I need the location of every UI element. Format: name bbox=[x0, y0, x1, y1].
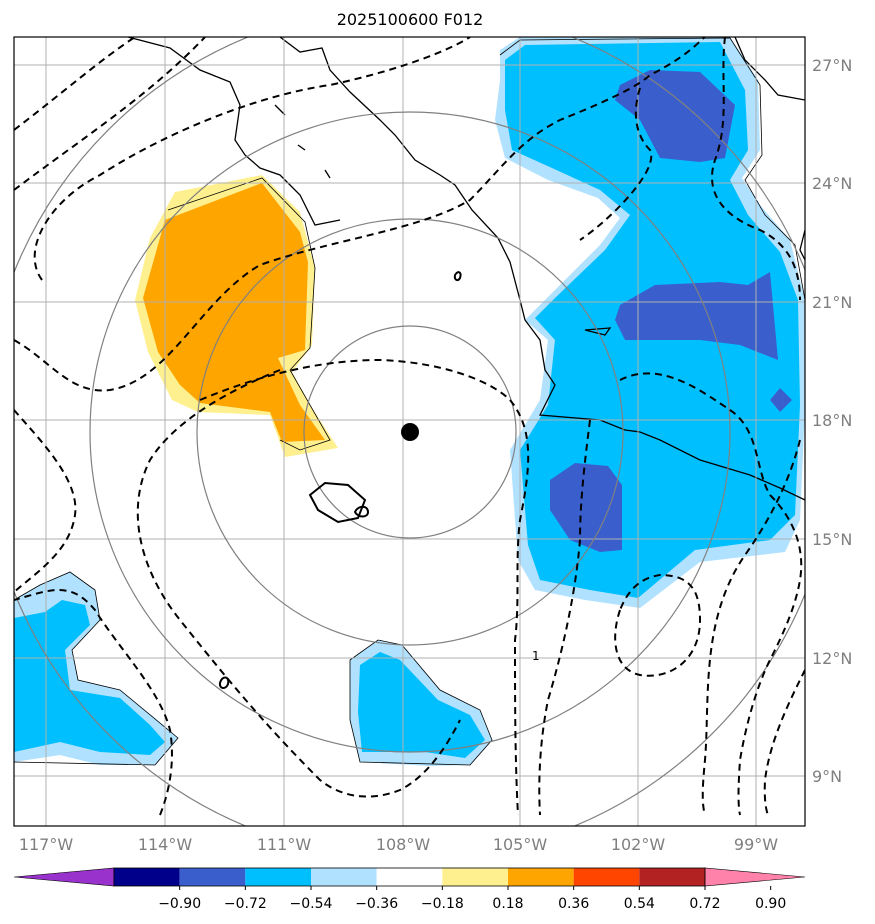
colorbar-label: 0.54 bbox=[624, 896, 655, 912]
contour-label: 1 bbox=[532, 649, 540, 663]
lat-label: 27°N bbox=[812, 56, 852, 75]
colorbar-label: 0.72 bbox=[689, 896, 720, 912]
lat-label: 12°N bbox=[812, 649, 852, 668]
negative-anomaly-region-east bbox=[495, 37, 805, 608]
colorbar-swatch bbox=[311, 868, 377, 886]
colorbar-extension-high bbox=[704, 867, 806, 887]
colorbar-swatch bbox=[114, 868, 180, 886]
colorbar-swatch bbox=[179, 868, 246, 886]
colorbar-swatch bbox=[245, 868, 311, 886]
lat-label: 9°N bbox=[812, 767, 842, 786]
lon-label: 117°W bbox=[19, 835, 74, 854]
colorbar-extension-low bbox=[13, 867, 115, 887]
storm-center-marker bbox=[401, 423, 419, 441]
lon-label: 105°W bbox=[493, 835, 548, 854]
colorbar-label: 0.90 bbox=[755, 896, 786, 912]
solid-contours bbox=[218, 271, 462, 689]
colorbar-swatch bbox=[639, 868, 705, 886]
colorbar-label: −0.36 bbox=[355, 896, 398, 912]
latitude-labels: 27°N 24°N 21°N 18°N 15°N 12°N 9°N bbox=[812, 56, 852, 786]
colorbar-swatch bbox=[573, 868, 640, 886]
longitude-labels: 117°W 114°W 111°W 108°W 105°W 102°W 99°W bbox=[19, 835, 778, 854]
lat-label: 15°N bbox=[812, 530, 852, 549]
colorbar-label: −0.54 bbox=[290, 896, 333, 912]
lon-label: 111°W bbox=[257, 835, 312, 854]
colorbar-swatch bbox=[508, 868, 574, 886]
map-area: 1 bbox=[14, 37, 805, 826]
map-frame bbox=[13, 36, 806, 827]
colorbar-label: 0.36 bbox=[558, 896, 589, 912]
lon-label: 102°W bbox=[611, 835, 666, 854]
negative-anomaly-region-west bbox=[14, 571, 179, 766]
lat-label: 21°N bbox=[812, 293, 852, 312]
colorbar-swatch bbox=[376, 868, 443, 886]
lon-label: 108°W bbox=[376, 835, 431, 854]
map-title: 2025100600 F012 bbox=[336, 10, 484, 29]
colorbar-label: 0.18 bbox=[492, 896, 523, 912]
colorbar-label: −0.90 bbox=[158, 896, 201, 912]
lon-label: 99°W bbox=[734, 835, 778, 854]
colorbar-label: −0.18 bbox=[421, 896, 464, 912]
lon-label: 114°W bbox=[138, 835, 193, 854]
colorbar-label: −0.72 bbox=[224, 896, 267, 912]
lat-label: 24°N bbox=[812, 174, 852, 193]
lat-label: 18°N bbox=[812, 411, 852, 430]
colorbar-swatch bbox=[442, 868, 508, 886]
range-rings bbox=[14, 37, 805, 826]
colorbar-outline bbox=[113, 867, 706, 887]
colorbar: −0.90 −0.72 −0.54 −0.36 −0.18 0.18 0.36 0.54 0.7… bbox=[13, 867, 806, 912]
dashed-contours bbox=[14, 37, 805, 816]
